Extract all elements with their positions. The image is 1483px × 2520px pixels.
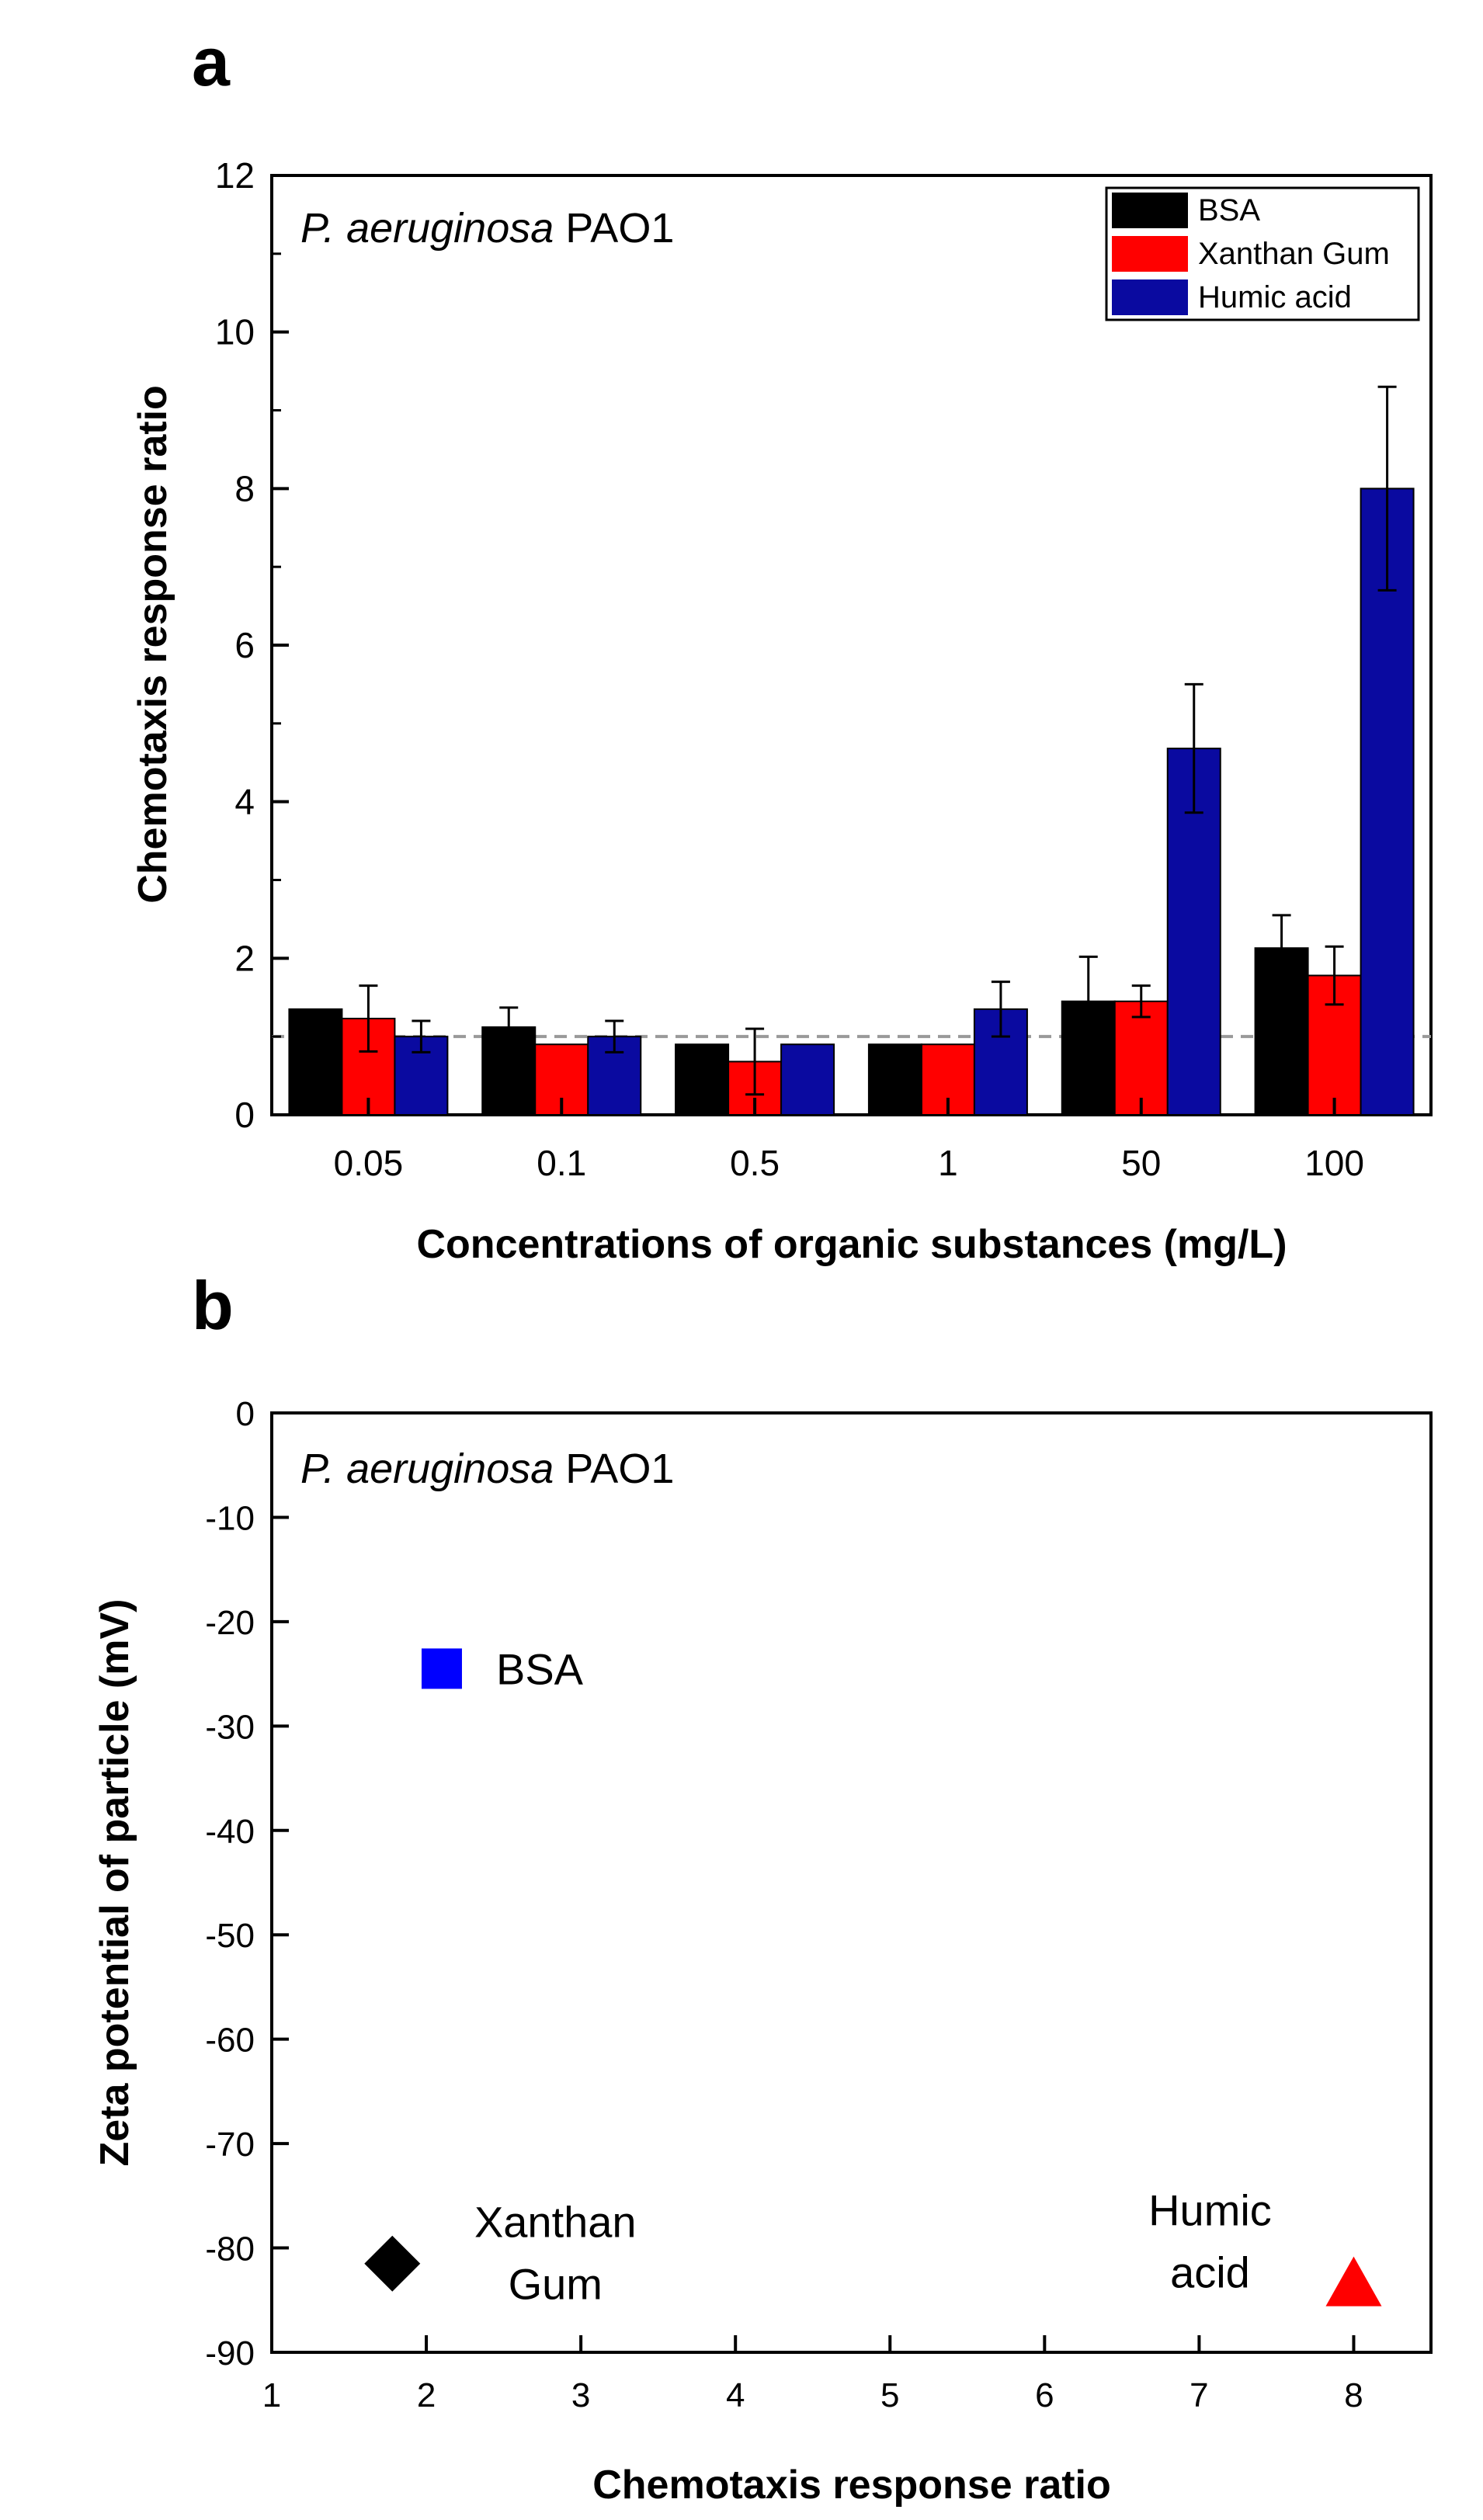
panel-b-y-tick-label: -30 [205, 1708, 255, 1746]
panel-b-letter: b [192, 1267, 234, 1344]
figure: a b 0246810120.05 0.1 0.5 1 50 100 P. aerugin… [0, 0, 1483, 2520]
panel-a-x-tick-label-0-5: 0.5 [730, 1143, 780, 1183]
panel-a-annotation: P. aeruginosa PAO1 [300, 205, 674, 252]
bar-humic-acid-0-5 [781, 1044, 834, 1115]
bar-bsa-0-5 [676, 1044, 728, 1115]
panel-b-x-tick-label: 3 [571, 2376, 590, 2414]
panel-a-y-tick-label: 0 [234, 1095, 255, 1135]
panel-b-x-tick-label: 1 [262, 2376, 281, 2414]
panel-a-x-tick-label-0-1: 0.1 [537, 1143, 586, 1183]
panel-b-annotation-species: P. aeruginosa [300, 1446, 554, 1492]
panel-b-y-tick-label: -80 [205, 2230, 255, 2268]
panel-a-x-tick-label-50: 50 [1121, 1143, 1161, 1183]
panel-b-x-tick-label: 8 [1344, 2376, 1363, 2414]
legend-swatch-bsa [1112, 193, 1188, 228]
point-label-xanthan-gum-line-2: Gum [509, 2260, 603, 2309]
panel-b-y-tick-label: -40 [205, 1813, 255, 1851]
panel-b-y-tick-label: -90 [205, 2334, 255, 2372]
panel-a-y-tick-label: 10 [215, 312, 255, 352]
panel-a-x-tick-label-0-05: 0.05 [334, 1143, 404, 1183]
panel-a-y-tick-label: 6 [234, 625, 255, 665]
panel-a-x-axis-label: Concentrations of organic substances (mg… [416, 1222, 1287, 1267]
panel-b-y-tick-label: 0 [236, 1395, 255, 1433]
legend-label-humic-acid: Humic acid [1198, 280, 1352, 314]
point-label-bsa: BSA [496, 1644, 584, 1693]
panel-b-x-tick-label: 4 [726, 2376, 745, 2414]
panel-b-annotation-strain: PAO1 [565, 1446, 674, 1492]
legend-label-xanthan-gum: Xanthan Gum [1198, 237, 1390, 271]
panel-b-x-axis-label: Chemotaxis response ratio [592, 2463, 1111, 2508]
panel-a-legend: BSA Xanthan Gum Humic acid [1106, 188, 1419, 320]
bar-bsa-0-05 [289, 1009, 342, 1115]
panel-b-y-axis-label: Zeta potential of particle (mV) [92, 1599, 137, 2167]
panel-b-x-tick-label: 2 [417, 2376, 436, 2414]
panel-b-x-tick-label: 6 [1035, 2376, 1054, 2414]
panel-b-y-tick-label: -60 [205, 2022, 255, 2060]
panel-b-annotation: P. aeruginosa PAO1 [300, 1446, 674, 1492]
point-xanthan-gum [364, 2236, 420, 2292]
panel-a-y-tick-label: 2 [234, 938, 255, 978]
panel-a-letter: a [192, 23, 231, 100]
point-label-humic-acid-line-1: Humic [1148, 2186, 1272, 2235]
point-label-xanthan-gum-line-1: Xanthan [474, 2198, 637, 2247]
bar-bsa-1 [869, 1044, 922, 1115]
panel-b-x-tick-label: 7 [1190, 2376, 1208, 2414]
panel-b-y-tick-label: -20 [205, 1604, 255, 1642]
panel-a-y-tick-label: 8 [234, 468, 255, 509]
panel-a-y-tick-label: 12 [215, 155, 255, 196]
point-humic-acid [1325, 2257, 1381, 2307]
panel-a-y-axis-label: Chemotaxis response ratio [130, 385, 175, 904]
panel-b-chart: 0 -10 -20 -30 -40 -50 -60 -70 -80 -901 2 3 4 5 6 7 8 BSA… [92, 1395, 1431, 2508]
panel-a-annotation-species: P. aeruginosa [300, 205, 554, 252]
point-label-humic-acid-line-2: acid [1170, 2248, 1250, 2297]
panel-b-y-tick-label: -10 [205, 1499, 255, 1537]
panel-b-y-tick-label: -50 [205, 1917, 255, 1955]
panel-a-x-tick-label-1: 1 [938, 1143, 958, 1183]
legend-label-bsa: BSA [1198, 193, 1260, 227]
panel-a-annotation-strain: PAO1 [565, 205, 674, 252]
legend-swatch-humic-acid [1112, 279, 1188, 315]
panel-a-y-tick-label: 4 [234, 782, 255, 822]
point-bsa [422, 1648, 462, 1689]
panel-a-chart: 0 2 4 6 8 10 12 0.05 0.1 0.5 1 50 100 P. aeruginosa … [130, 155, 1431, 1267]
legend-swatch-xanthan-gum [1112, 236, 1188, 272]
panel-a-x-tick-label-100: 100 [1304, 1143, 1364, 1183]
panel-b-x-tick-label: 5 [880, 2376, 899, 2414]
panel-b-y-tick-label: -70 [205, 2126, 255, 2164]
